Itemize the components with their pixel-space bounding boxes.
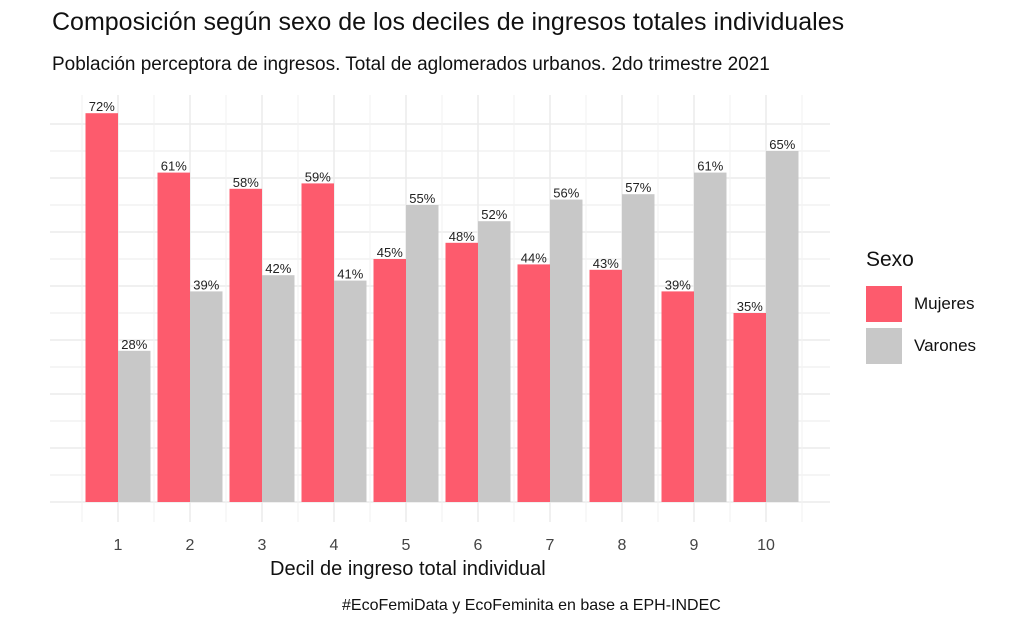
data-label: 59% — [305, 169, 331, 184]
data-label: 39% — [665, 277, 691, 292]
x-tick-label: 9 — [690, 537, 699, 554]
x-tick-label: 4 — [330, 537, 339, 554]
bar-mujeres-7 — [517, 264, 550, 502]
data-label: 65% — [769, 137, 795, 152]
data-label: 52% — [481, 207, 507, 222]
x-axis-label: Decil de ingreso total individual — [270, 558, 546, 580]
bar-mujeres-10 — [733, 313, 766, 502]
legend-swatch-mujeres — [866, 286, 902, 322]
legend: Sexo Mujeres Varones — [866, 248, 976, 370]
bar-mujeres-2 — [157, 172, 190, 502]
legend-swatch-varones — [866, 328, 902, 364]
x-tick-label: 6 — [474, 537, 483, 554]
bar-varones-8 — [622, 194, 655, 502]
chart-title: Composición según sexo de los deciles de… — [52, 8, 845, 36]
data-label: 35% — [737, 299, 763, 314]
data-label: 61% — [161, 159, 187, 174]
data-label: 42% — [265, 261, 291, 276]
data-label: 55% — [409, 191, 435, 206]
chart-subtitle: Población perceptora de ingresos. Total … — [52, 54, 770, 75]
bar-mujeres-6 — [445, 242, 478, 503]
x-tick-label: 2 — [186, 537, 195, 554]
data-label: 58% — [233, 175, 259, 190]
legend-title: Sexo — [866, 248, 914, 271]
data-label: 72% — [89, 99, 115, 114]
data-label: 28% — [121, 337, 147, 352]
data-label: 39% — [193, 277, 219, 292]
bar-mujeres-1 — [85, 113, 118, 502]
x-tick-label: 3 — [258, 537, 267, 554]
bar-mujeres-8 — [589, 269, 622, 502]
legend-item-varones: Varones — [866, 328, 976, 364]
bar-varones-7 — [550, 199, 583, 502]
data-label: 48% — [449, 229, 475, 244]
bar-varones-4 — [334, 280, 367, 502]
data-label: 41% — [337, 267, 363, 282]
bar-varones-3 — [262, 275, 295, 502]
bar-mujeres-4 — [301, 183, 334, 502]
legend-item-mujeres: Mujeres — [866, 286, 976, 322]
bar-varones-1 — [118, 350, 151, 502]
x-tick-label: 8 — [618, 537, 627, 554]
bar-mujeres-9 — [661, 291, 694, 502]
data-label: 56% — [553, 186, 579, 201]
bar-varones-10 — [766, 151, 799, 502]
x-tick-label: 10 — [757, 537, 775, 554]
caption: #EcoFemiData y EcoFeminita en base a EPH… — [342, 597, 721, 614]
bar-varones-9 — [694, 172, 727, 502]
bar-mujeres-3 — [229, 188, 262, 503]
bar-varones-5 — [406, 205, 439, 502]
x-tick-label: 7 — [546, 537, 555, 554]
data-label: 45% — [377, 245, 403, 260]
x-tick-label: 5 — [402, 537, 411, 554]
data-label: 44% — [521, 250, 547, 265]
bar-mujeres-5 — [373, 259, 406, 502]
bar-varones-2 — [190, 291, 223, 502]
legend-label: Varones — [914, 336, 977, 355]
data-label: 43% — [593, 256, 619, 271]
legend-label: Mujeres — [914, 294, 975, 313]
data-label: 61% — [697, 159, 723, 174]
data-label: 57% — [625, 180, 651, 195]
bar-varones-6 — [478, 221, 511, 502]
x-tick-label: 1 — [114, 537, 123, 554]
